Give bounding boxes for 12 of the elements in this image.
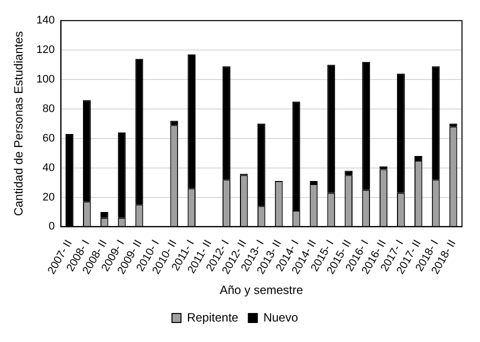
- legend-label: Repitente: [186, 310, 239, 324]
- legend-label: Nuevo: [263, 310, 298, 324]
- y-tick-label: 60: [42, 132, 55, 144]
- y-tick-label: 100: [36, 74, 55, 86]
- y-tick-label: 20: [42, 191, 55, 204]
- y-tick-label: 120: [36, 44, 55, 56]
- y-tick-label: 0: [48, 220, 55, 233]
- y-tick-label: 80: [42, 102, 55, 115]
- y-tick-label: 40: [42, 162, 55, 174]
- y-tick-label: 140: [36, 14, 55, 27]
- x-axis-title: Año y semestre: [220, 283, 304, 298]
- y-axis-title: Cantidad de Personas Estudiantes: [12, 31, 26, 216]
